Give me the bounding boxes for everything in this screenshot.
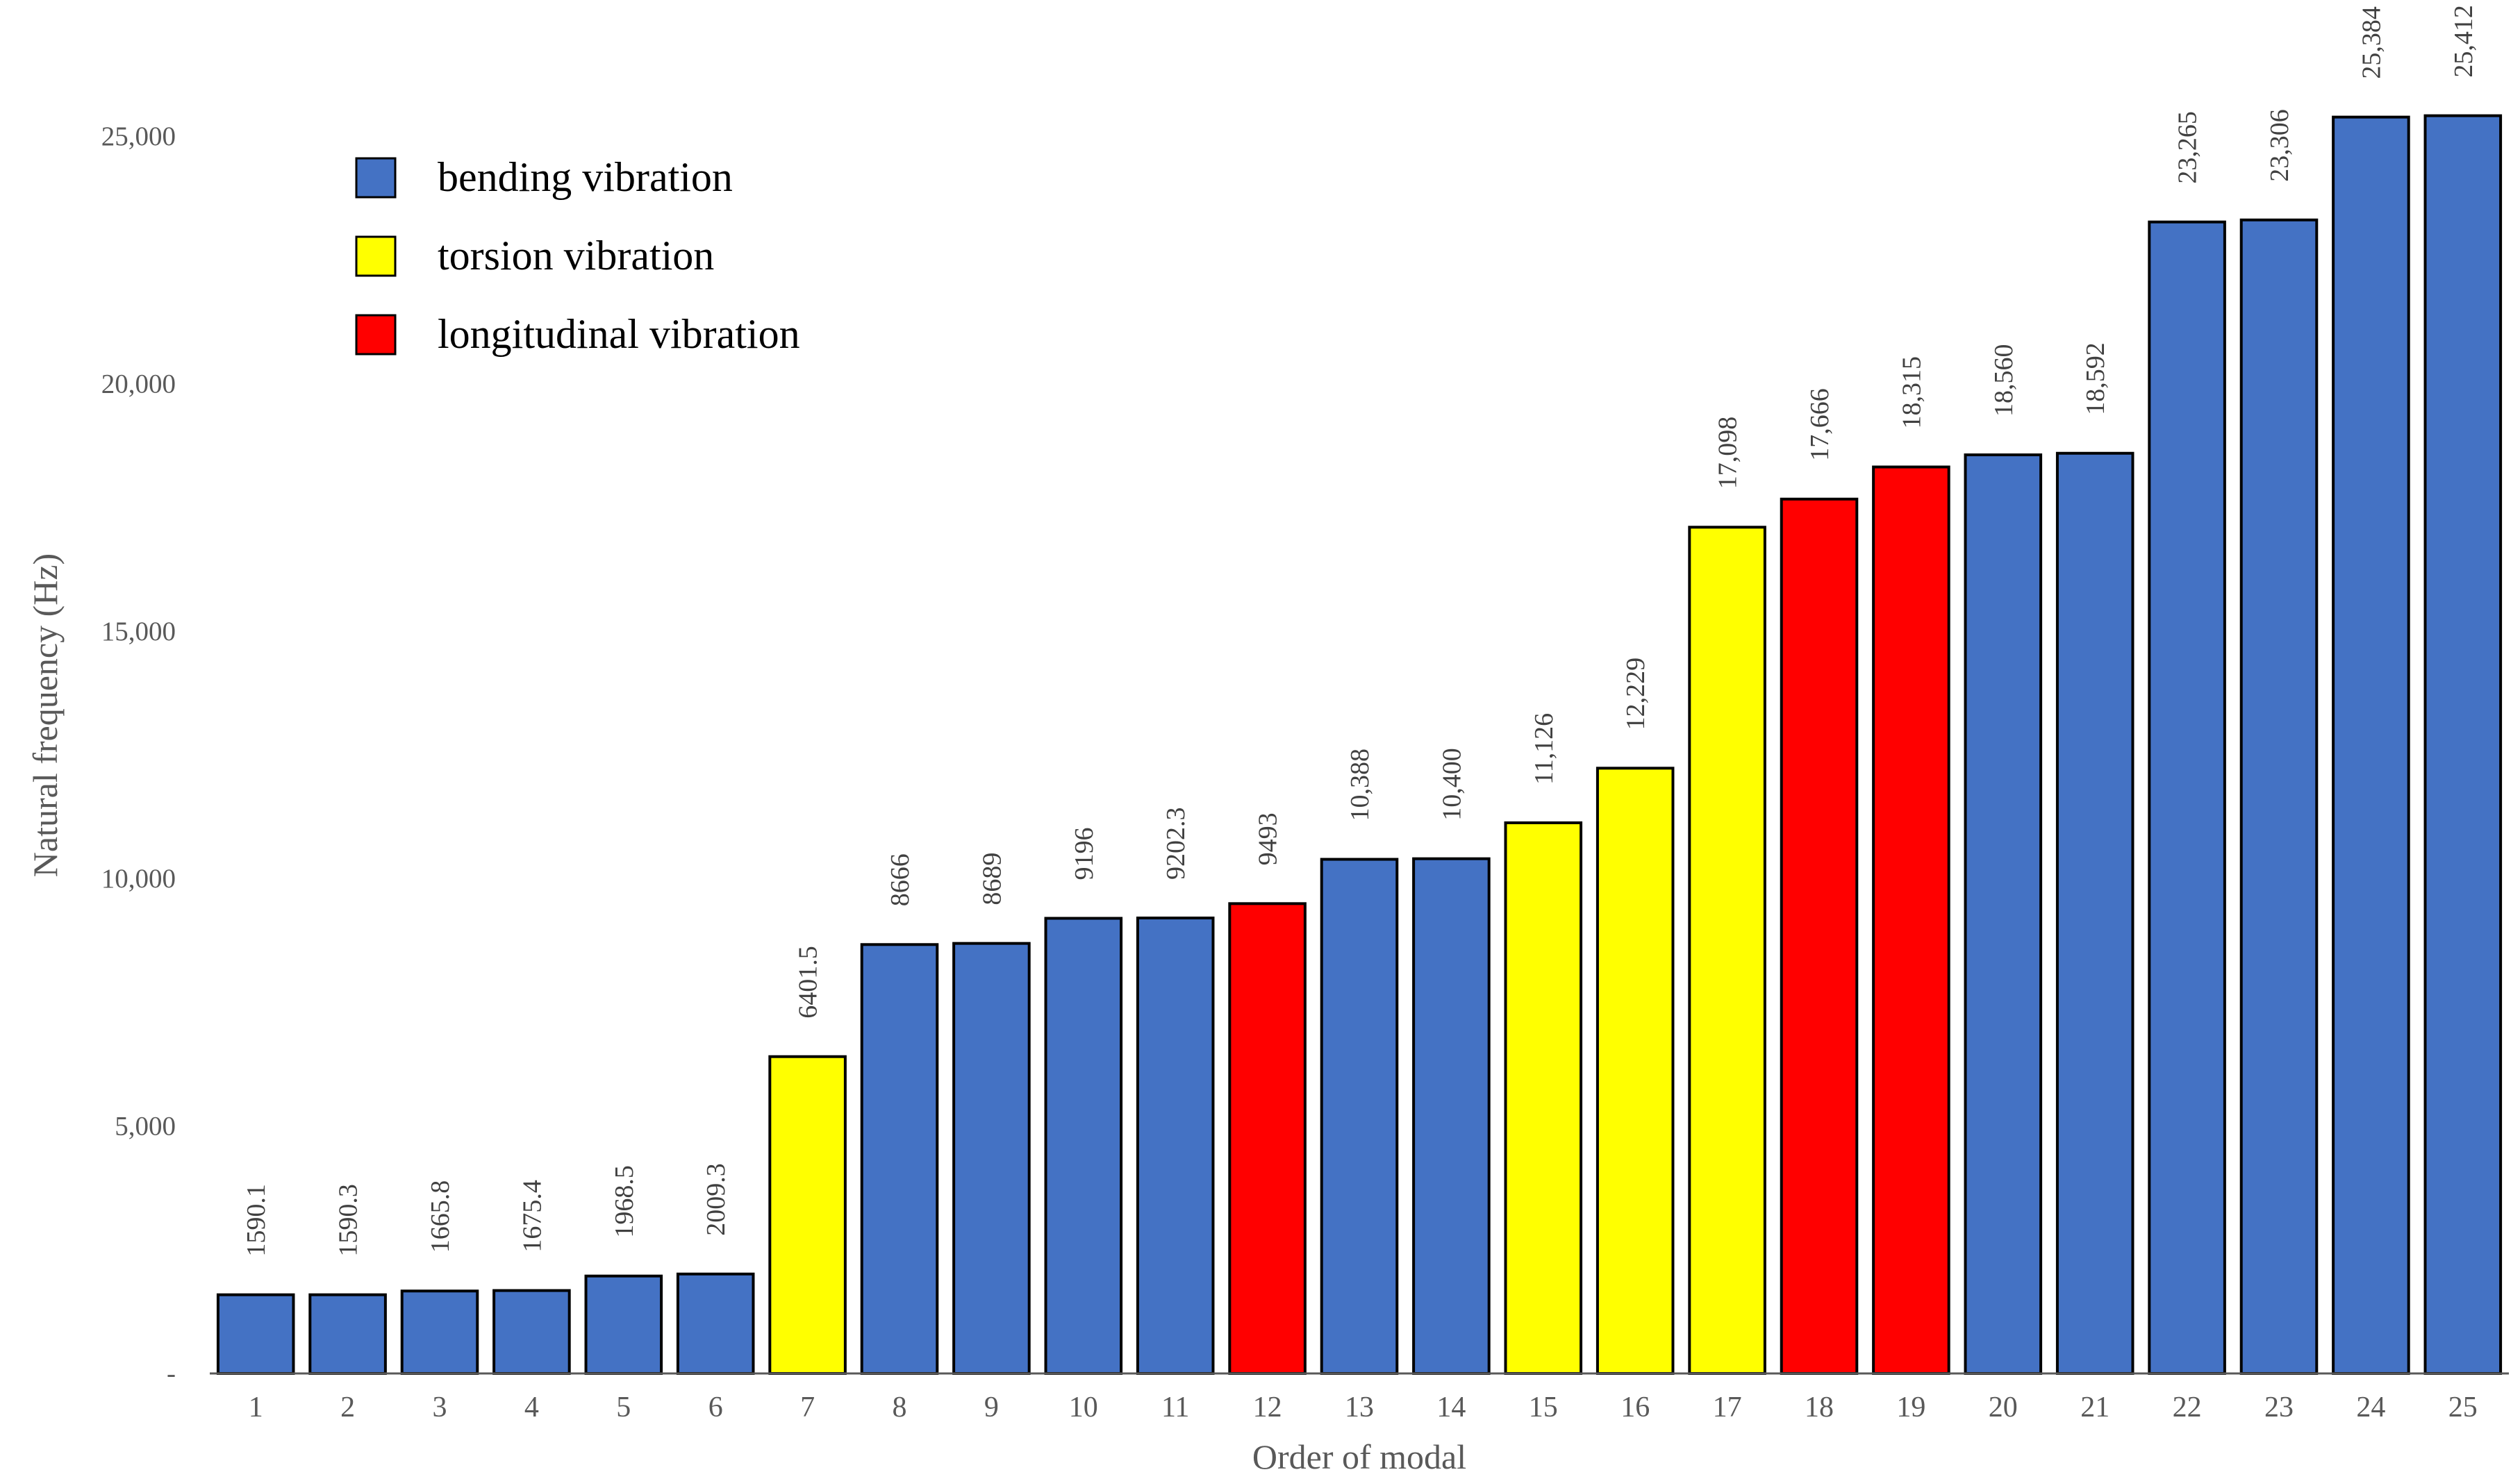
x-tick-label: 1 <box>249 1392 263 1423</box>
value-label-6: 2009.3 <box>702 1163 731 1236</box>
y-tick-label: 25,000 <box>101 122 176 151</box>
x-axis-ticks: 1 2 3 4 5 6 7 8 9 10 11 12 13 14 15 16 17 18 19 20 21 22 23 24 2… <box>249 1392 2478 1423</box>
bar-3 <box>400 1289 479 1375</box>
x-tick-label: 25 <box>2448 1392 2478 1423</box>
x-tick-label: 11 <box>1161 1392 1189 1423</box>
x-tick-label: 4 <box>524 1392 539 1423</box>
value-label-3: 1665.8 <box>426 1180 455 1253</box>
x-tick-label: 13 <box>1345 1392 1374 1423</box>
x-tick-label: 21 <box>2080 1392 2109 1423</box>
value-label-1: 1590.1 <box>242 1184 271 1257</box>
x-tick-label: 12 <box>1253 1392 1282 1423</box>
bars <box>216 114 2503 1376</box>
y-tick-label: - <box>167 1359 176 1389</box>
bar-8 <box>860 943 939 1375</box>
bar-15 <box>1504 821 1583 1375</box>
value-label-5: 1968.5 <box>610 1165 639 1238</box>
bar-9 <box>952 942 1031 1375</box>
legend-label-torsion: torsion vibration <box>438 233 714 278</box>
value-label-8: 8666 <box>886 853 915 906</box>
bar-1 <box>216 1293 295 1376</box>
bar-14 <box>1412 857 1491 1375</box>
x-tick-label: 5 <box>616 1392 631 1423</box>
x-tick-label: 18 <box>1805 1392 1834 1423</box>
legend-swatch-torsion <box>355 235 397 277</box>
x-tick-label: 20 <box>1989 1392 2018 1423</box>
y-tick-label: 15,000 <box>101 617 176 646</box>
x-tick-label: 8 <box>893 1392 907 1423</box>
x-tick-label: 9 <box>984 1392 999 1423</box>
y-tick-label: 20,000 <box>101 369 176 399</box>
bar-16 <box>1595 767 1675 1375</box>
x-tick-label: 22 <box>2173 1392 2202 1423</box>
x-tick-label: 15 <box>1529 1392 1558 1423</box>
bar-7 <box>768 1055 847 1375</box>
value-label-25: 25,412 <box>2449 5 2478 78</box>
bar-10 <box>1044 917 1123 1376</box>
x-tick-label: 10 <box>1069 1392 1098 1423</box>
data-labels: 1590.1 1590.3 1665.8 1675.4 1968.5 2009.3 6401… <box>242 5 2478 1257</box>
bar-24 <box>2332 115 2410 1375</box>
x-tick-label: 17 <box>1713 1392 1742 1423</box>
value-label-14: 10,400 <box>1437 748 1466 821</box>
y-axis-ticks: - 5,000 10,000 15,000 20,000 25,000 <box>101 122 176 1389</box>
x-tick-label: 14 <box>1436 1392 1466 1423</box>
x-tick-label: 6 <box>708 1392 723 1423</box>
legend: bending vibration torsion vibration longit… <box>355 154 800 357</box>
x-tick-label: 23 <box>2264 1392 2294 1423</box>
bar-4 <box>492 1289 571 1376</box>
value-label-19: 18,315 <box>1897 356 1926 429</box>
x-tick-label: 7 <box>800 1392 815 1423</box>
legend-swatch-bending <box>355 157 397 199</box>
value-label-13: 10,388 <box>1345 749 1375 821</box>
y-tick-label: 5,000 <box>115 1112 176 1142</box>
value-label-12: 9493 <box>1254 812 1283 865</box>
value-label-20: 18,560 <box>1989 344 2019 417</box>
value-label-23: 23,306 <box>2265 109 2294 182</box>
bar-2 <box>308 1293 387 1376</box>
bar-23 <box>2239 218 2319 1376</box>
bar-22 <box>2148 220 2226 1376</box>
bar-12 <box>1228 902 1307 1375</box>
value-label-9: 8689 <box>977 853 1006 905</box>
legend-label-longitudinal: longitudinal vibration <box>438 311 800 357</box>
x-tick-label: 19 <box>1896 1392 1925 1423</box>
bar-19 <box>1872 465 1950 1375</box>
bar-25 <box>2423 114 2503 1375</box>
legend-label-bending: bending vibration <box>438 154 733 200</box>
bar-18 <box>1780 497 1859 1375</box>
value-label-16: 12,229 <box>1621 658 1650 730</box>
bar-11 <box>1136 917 1215 1375</box>
x-tick-label: 16 <box>1620 1392 1650 1423</box>
y-tick-label: 10,000 <box>101 864 176 894</box>
value-label-4: 1675.4 <box>517 1180 547 1253</box>
value-label-17: 17,098 <box>1714 417 1743 490</box>
bar-6 <box>676 1272 755 1375</box>
legend-swatch-longitudinal <box>355 314 397 356</box>
x-tick-label: 3 <box>433 1392 447 1423</box>
bar-20 <box>1964 453 2043 1375</box>
value-label-21: 18,592 <box>2081 342 2110 415</box>
bar-21 <box>2055 451 2134 1376</box>
y-axis-title: Natural frequency (Hz) <box>26 553 65 877</box>
value-label-7: 6401.5 <box>794 946 823 1019</box>
bar-13 <box>1320 858 1399 1375</box>
value-label-22: 23,265 <box>2173 111 2203 184</box>
value-label-10: 9196 <box>1070 828 1099 880</box>
x-axis-title: Order of modal <box>1252 1437 1466 1476</box>
x-tick-label: 2 <box>340 1392 355 1423</box>
value-label-15: 11,126 <box>1530 713 1559 785</box>
value-label-24: 25,384 <box>2357 6 2386 79</box>
value-label-2: 1590.3 <box>334 1184 363 1257</box>
value-label-18: 17,666 <box>1805 388 1834 461</box>
x-tick-label: 24 <box>2356 1392 2385 1423</box>
bar-17 <box>1688 526 1766 1376</box>
bar-5 <box>584 1274 663 1375</box>
value-label-11: 9202.3 <box>1161 808 1191 880</box>
